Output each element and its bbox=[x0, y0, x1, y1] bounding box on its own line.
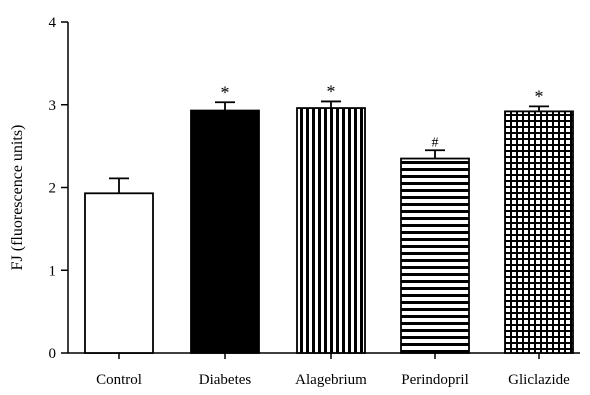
y-tick-label: 2 bbox=[49, 181, 57, 197]
bar-group-control bbox=[84, 177, 154, 354]
significance-marker: * bbox=[327, 81, 336, 101]
x-ticks: Control Diabetes Alagebrium Perindopril Glic… bbox=[96, 353, 570, 388]
x-tick-label: Perindopril bbox=[401, 372, 469, 388]
bar bbox=[400, 157, 470, 354]
bar bbox=[504, 110, 574, 354]
bar-group-diabetes: * bbox=[190, 82, 260, 354]
y-ticks: 0 1 2 3 4 bbox=[49, 15, 68, 362]
bar bbox=[190, 109, 260, 354]
x-tick-label: Diabetes bbox=[199, 372, 252, 388]
y-tick-label: 4 bbox=[49, 15, 57, 31]
significance-marker: * bbox=[221, 82, 230, 102]
bar-group-gliclazide: * bbox=[504, 86, 574, 354]
x-tick-label: Alagebrium bbox=[295, 372, 367, 388]
bars: * * # * bbox=[84, 81, 574, 354]
y-tick-label: 3 bbox=[49, 98, 57, 114]
y-tick-label: 0 bbox=[49, 346, 57, 362]
bar bbox=[84, 192, 154, 354]
x-tick-label: Control bbox=[96, 372, 142, 388]
bar-group-perindopril: # bbox=[400, 135, 470, 354]
x-tick-label: Gliclazide bbox=[508, 372, 570, 388]
y-axis-label: FJ (fluorescence units) bbox=[9, 125, 26, 271]
bar-group-alagebrium: * bbox=[296, 81, 366, 354]
significance-marker: * bbox=[535, 86, 544, 106]
y-tick-label: 1 bbox=[49, 263, 57, 279]
significance-marker: # bbox=[432, 135, 439, 150]
bar bbox=[296, 107, 366, 354]
